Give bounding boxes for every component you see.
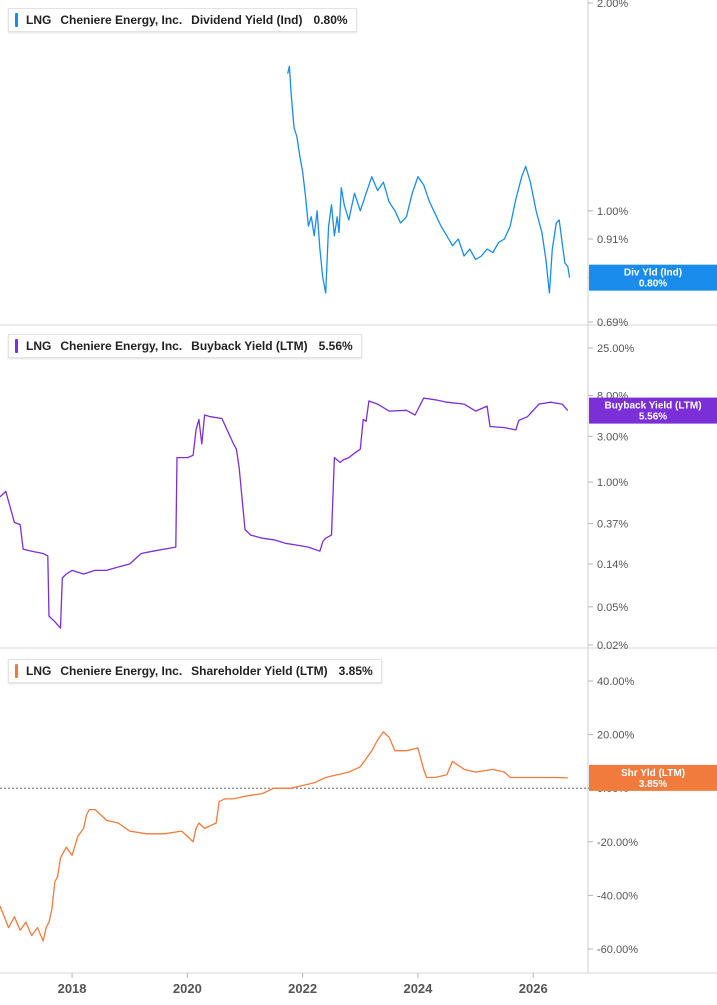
x-tick-label: 2022 <box>288 981 317 996</box>
badge-buyback: Buyback Yield (LTM)5.56% <box>589 397 717 424</box>
legend-metric: Dividend Yield (Ind) <box>191 13 303 27</box>
y-tick-label: 40.00% <box>597 676 635 688</box>
y-tick-label: 0.69% <box>597 317 628 329</box>
badge-shareholder: Shr Yld (LTM)3.85% <box>589 764 717 791</box>
x-tick-label: 2020 <box>173 981 202 996</box>
x-tick-label: 2026 <box>519 981 548 996</box>
badge-label: Div Yld (Ind) <box>624 268 682 279</box>
buyback-yield-line <box>0 397 569 629</box>
badge-value: 3.85% <box>639 779 667 790</box>
badge-value: 5.56% <box>639 412 667 423</box>
legend-company: Cheniere Energy, Inc. <box>60 13 183 27</box>
badge-dividend: Div Yld (Ind)0.80% <box>589 264 717 291</box>
y-tick-label: 20.00% <box>597 730 635 742</box>
badge-label: Shr Yld (LTM) <box>621 768 685 779</box>
legend-value: 3.85% <box>338 664 373 678</box>
shareholder-yield-line <box>0 731 568 942</box>
legend-dividend[interactable]: LNG Cheniere Energy, Inc. Dividend Yield… <box>8 8 357 32</box>
y-tick-label: 0.14% <box>597 559 628 571</box>
x-tick-label: 2024 <box>403 981 433 996</box>
legend-ticker: LNG <box>26 664 52 678</box>
y-tick-label: 3.00% <box>597 431 628 443</box>
legend-metric: Buyback Yield (LTM) <box>191 339 308 353</box>
dividend-yield-line <box>287 65 571 294</box>
badge-background <box>589 764 717 791</box>
y-tick-label: 2.00% <box>597 0 628 10</box>
y-tick-label: 25.00% <box>597 343 635 355</box>
badge-value: 0.80% <box>639 279 667 290</box>
y-tick-label: -40.00% <box>597 890 638 902</box>
badge-background <box>589 264 717 291</box>
legend-swatch-shareholder <box>15 664 18 678</box>
legend-metric: Shareholder Yield (LTM) <box>191 664 328 678</box>
y-tick-label: 0.02% <box>597 640 628 652</box>
y-tick-label: 0.05% <box>597 602 628 614</box>
y-tick-label: -20.00% <box>597 837 638 849</box>
badge-label: Buyback Yield (LTM) <box>604 401 701 412</box>
y-tick-label: 1.00% <box>597 477 628 489</box>
legend-shareholder[interactable]: LNG Cheniere Energy, Inc. Shareholder Yi… <box>8 659 382 683</box>
legend-ticker: LNG <box>26 13 52 27</box>
y-tick-label: -60.00% <box>597 944 638 956</box>
legend-swatch-dividend <box>15 13 18 27</box>
legend-buyback[interactable]: LNG Cheniere Energy, Inc. Buyback Yield … <box>8 334 362 358</box>
legend-value: 0.80% <box>313 13 348 27</box>
legend-value: 5.56% <box>318 339 353 353</box>
y-tick-label: 0.37% <box>597 518 628 530</box>
badge-background <box>589 397 717 424</box>
legend-ticker: LNG <box>26 339 52 353</box>
legend-swatch-buyback <box>15 339 18 353</box>
x-tick-label: 2018 <box>58 981 87 996</box>
y-tick-label: 1.00% <box>597 206 628 218</box>
legend-company: Cheniere Energy, Inc. <box>60 339 183 353</box>
y-tick-label: 0.91% <box>597 234 628 246</box>
legend-company: Cheniere Energy, Inc. <box>60 664 183 678</box>
